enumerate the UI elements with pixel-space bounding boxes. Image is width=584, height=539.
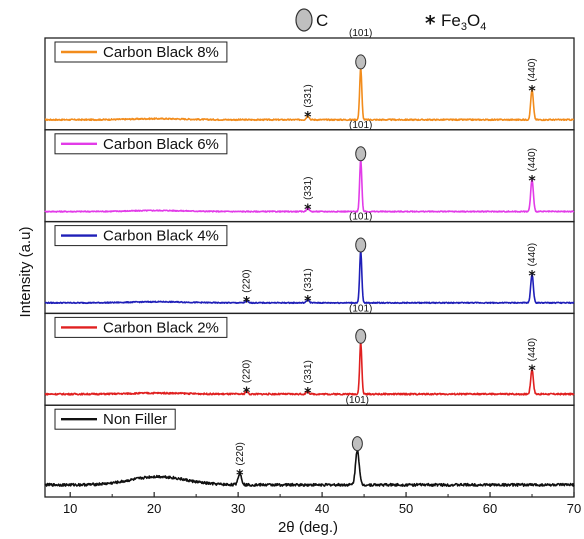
legend-entry: Carbon Black 4%	[54, 225, 228, 247]
series-line	[44, 159, 575, 213]
peak-annotation: * (440)	[527, 338, 538, 379]
peak-annotation: * (220)	[242, 360, 253, 401]
legend-box	[54, 133, 228, 155]
x-tick-label: 60	[483, 501, 497, 516]
peak-annotation: * (220)	[235, 442, 246, 483]
hkl-label: (220)	[242, 360, 253, 383]
fe3o4-marker-icon: *	[243, 295, 251, 311]
x-tick-label: 70	[567, 501, 581, 516]
legend-label: Carbon Black 8%	[103, 44, 219, 61]
hkl-label: (101)	[346, 395, 369, 406]
hkl-label: (440)	[527, 243, 538, 266]
peak-annotation: (101)	[349, 212, 372, 253]
carbon-key-circle-icon	[295, 8, 313, 32]
peak-annotation: * (331)	[303, 268, 314, 309]
peak-annotation: (101)	[346, 395, 369, 452]
hkl-label: (331)	[303, 360, 314, 383]
fe3o4-marker-icon: *	[236, 467, 244, 483]
fe3o4-marker-icon: *	[528, 173, 536, 189]
fe3o4-key-star-icon: *	[425, 11, 436, 35]
panel-3: Carbon Black 4% * (220) * (331) (101) * (440)	[44, 212, 575, 315]
fe3o4-marker-icon: *	[528, 363, 536, 379]
carbon-marker-icon	[351, 436, 363, 452]
hkl-label: (331)	[303, 268, 314, 291]
carbon-marker-icon	[355, 328, 367, 344]
series-line	[44, 67, 575, 122]
fe3o4-marker-icon: *	[304, 294, 312, 310]
panel-1: Carbon Black 8% * (331) (101) * (440)	[44, 28, 575, 131]
carbon-marker-icon	[355, 146, 367, 162]
hkl-label: (101)	[349, 212, 372, 223]
x-axis-title: 2θ (deg.)	[278, 519, 338, 536]
marker-key: C * Fe3O4	[295, 8, 486, 35]
series-line	[44, 342, 575, 396]
legend-entry: Carbon Black 6%	[54, 133, 228, 155]
peak-annotation: (101)	[349, 120, 372, 162]
x-tick-label: 30	[231, 501, 245, 516]
peak-annotation: * (220)	[242, 269, 253, 310]
x-tick-label: 40	[315, 501, 329, 516]
fe3o4-marker-icon: *	[304, 202, 312, 218]
peak-annotation: (101)	[349, 303, 372, 344]
x-tick-label: 10	[63, 501, 77, 516]
legend-label: Non Filler	[103, 411, 167, 428]
fe3o4-marker-icon: *	[243, 385, 251, 401]
hkl-label: (331)	[303, 84, 314, 107]
series-line	[44, 250, 575, 305]
hkl-label: (220)	[242, 269, 253, 292]
legend-box	[54, 408, 176, 430]
legend-label: Carbon Black 2%	[103, 319, 219, 336]
legend-label: Carbon Black 6%	[103, 136, 219, 153]
hkl-label: (101)	[349, 303, 372, 314]
legend-entry: Carbon Black 8%	[54, 41, 228, 63]
panel-frame	[44, 404, 575, 498]
panel-2: Carbon Black 6% * (331) (101) * (440)	[44, 120, 575, 223]
y-axis-title: Intensity (a.u)	[17, 227, 34, 318]
carbon-marker-icon	[355, 237, 367, 253]
x-axis: 10 20 30 40 50 60 70	[63, 492, 581, 516]
peak-annotation: * (440)	[527, 58, 538, 99]
legend-box	[54, 316, 228, 338]
legend-box	[54, 41, 228, 63]
panel-4: Carbon Black 2% * (220) * (331) (101) * (440)	[44, 303, 575, 406]
peak-annotation: * (331)	[303, 177, 314, 218]
peak-annotation: * (331)	[303, 84, 314, 125]
legend-entry: Carbon Black 2%	[54, 316, 228, 338]
peak-annotation: * (440)	[527, 243, 538, 284]
hkl-label: (101)	[349, 120, 372, 131]
fe3o4-marker-icon: *	[528, 268, 536, 284]
panel-5: Non Filler * (220) (101)	[44, 395, 575, 498]
x-tick-label: 50	[399, 501, 413, 516]
hkl-label: (440)	[527, 338, 538, 361]
fe3o4-marker-icon: *	[304, 386, 312, 402]
legend-entry: Non Filler	[54, 408, 176, 430]
series-line	[44, 449, 575, 487]
fe3o4-marker-icon: *	[304, 110, 312, 126]
hkl-label: (220)	[235, 442, 246, 465]
carbon-key-label: C	[316, 11, 328, 30]
peak-annotation: * (331)	[303, 360, 314, 401]
fe3o4-key-label: Fe3O4	[441, 11, 486, 33]
x-tick-label: 20	[147, 501, 161, 516]
hkl-label: (440)	[527, 58, 538, 81]
hkl-label: (101)	[349, 28, 372, 39]
stacked-panels: Carbon Black 8%*(331)(101)*(440)Carbon B…	[44, 28, 575, 498]
peak-annotation: * (440)	[527, 148, 538, 189]
fe3o4-marker-icon: *	[528, 84, 536, 100]
legend-label: Carbon Black 4%	[103, 228, 219, 245]
peak-annotation: (101)	[349, 28, 372, 70]
hkl-label: (440)	[527, 148, 538, 171]
carbon-marker-icon	[355, 54, 367, 70]
hkl-label: (331)	[303, 177, 314, 200]
legend-box	[54, 225, 228, 247]
